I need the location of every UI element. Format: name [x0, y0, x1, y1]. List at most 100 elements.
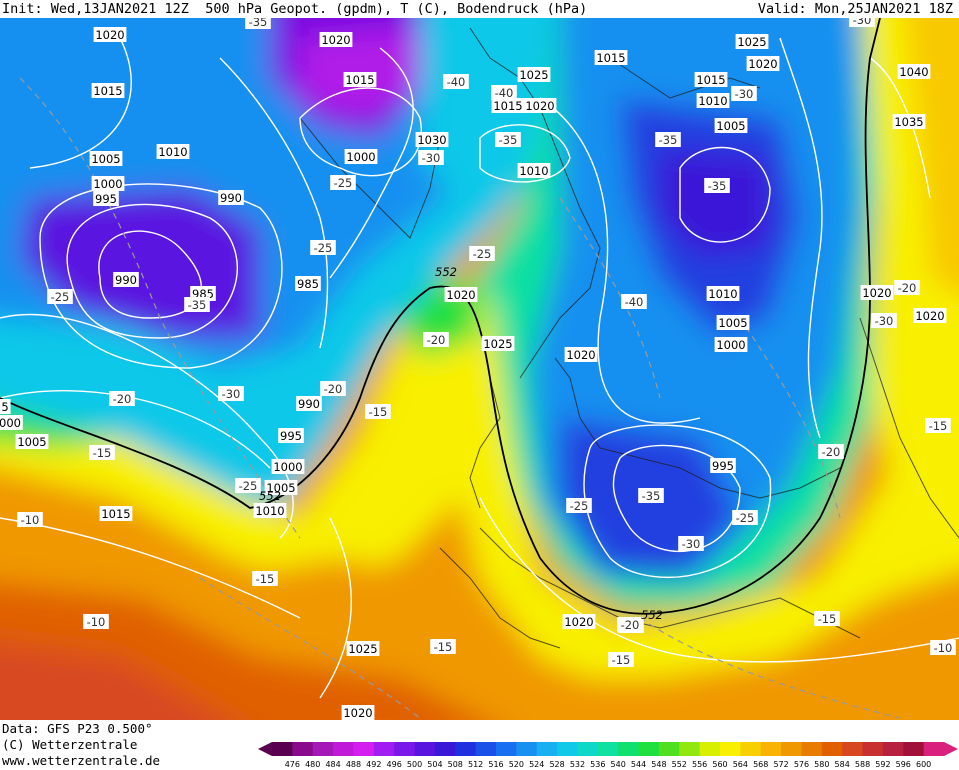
- isobar-label-1010-b: 1010: [517, 163, 551, 178]
- svg-text:1025: 1025: [737, 35, 766, 49]
- isobar-line-2: [66, 203, 238, 339]
- colorbar-swatch-1: [272, 742, 293, 756]
- isobar-label-1015-e: 1015: [694, 72, 728, 87]
- temp-label-minus10-a: -10: [17, 512, 43, 527]
- colorbar-tick-592: 592: [875, 760, 890, 769]
- isobar-line-16: [479, 497, 959, 663]
- svg-text:1015: 1015: [101, 507, 130, 521]
- svg-text:-35: -35: [499, 133, 518, 147]
- colorbar-swatch-14: [536, 742, 558, 756]
- geopotential-shading: [0, 18, 959, 720]
- colorbar-tick-520: 520: [509, 760, 524, 769]
- svg-text:-30: -30: [875, 314, 894, 328]
- svg-text:-40: -40: [495, 86, 514, 100]
- colorbar-tick-476: 476: [285, 760, 300, 769]
- svg-text:1020: 1020: [525, 99, 554, 113]
- product-title: 500 hPa Geopot. (gpdm), T (C), Bodendruc…: [205, 1, 588, 17]
- temp-label-minus40-a: -40: [443, 74, 469, 89]
- colorbar-tick-568: 568: [753, 760, 768, 769]
- colorbar-swatch-26: [781, 742, 802, 756]
- svg-text:1015: 1015: [493, 99, 522, 113]
- svg-text:-20: -20: [427, 333, 446, 347]
- temp-label-minus15-f: -15: [608, 652, 634, 667]
- svg-text:-15: -15: [369, 405, 388, 419]
- isobar-label-1005-b: 1005: [714, 118, 748, 133]
- temp-label-minus35-e: -35: [704, 178, 730, 193]
- colorbar-tick-596: 596: [896, 760, 911, 769]
- isobar-line-9: [0, 313, 294, 539]
- svg-text:1005: 1005: [17, 435, 46, 449]
- colorbar-tick-536: 536: [590, 760, 605, 769]
- website-link[interactable]: www.wetterzentrale.de: [2, 753, 161, 768]
- temp-label-minus25-e: -25: [469, 246, 495, 261]
- colorbar-swatch-20: [658, 742, 680, 756]
- field-region-13: [905, 18, 959, 295]
- colorbar-tick-548: 548: [651, 760, 666, 769]
- temp-label-minus30-f: -30: [849, 18, 875, 27]
- isobar-line-17: [0, 517, 301, 619]
- svg-text:-35: -35: [642, 489, 661, 503]
- temp-label-minus40-c: -40: [621, 294, 647, 309]
- isobar-label-1020-b: 1020: [319, 32, 353, 47]
- svg-text:1020: 1020: [321, 33, 350, 47]
- svg-text:995: 995: [712, 459, 734, 473]
- isobar-line-18: [329, 47, 414, 279]
- init-time: Init: Wed,13JAN2021 12Z: [2, 1, 189, 17]
- colorbar-tick-540: 540: [611, 760, 626, 769]
- colorbar-swatch-13: [516, 742, 538, 756]
- isobar-line-19: [219, 57, 329, 349]
- colorbar-swatch-31: [882, 742, 904, 756]
- colorbar-tick-588: 588: [855, 760, 870, 769]
- temp-label-minus15-b: -15: [365, 404, 391, 419]
- isobar-label-1000-d: 1000: [271, 459, 305, 474]
- colorbar-swatch-5: [353, 742, 375, 756]
- isobar-label-1010-a: 1010: [156, 144, 190, 159]
- colorbar-swatch-6: [373, 742, 395, 756]
- svg-text:-15: -15: [929, 419, 948, 433]
- svg-text:1030: 1030: [417, 133, 446, 147]
- isobar-line-14: [869, 57, 931, 199]
- colorbar-swatch-10: [455, 742, 477, 756]
- svg-text:995: 995: [280, 429, 302, 443]
- header-left: Init: Wed,13JAN2021 12Z 500 hPa Geopot. …: [2, 0, 587, 18]
- colorbar-tick-556: 556: [692, 760, 707, 769]
- svg-text:-30: -30: [682, 537, 701, 551]
- coastline-2: [554, 357, 841, 499]
- svg-text:552: 552: [259, 489, 281, 503]
- field-region-9: [660, 148, 770, 258]
- isobar-line-5: [479, 124, 571, 183]
- isotherm-line-4: [199, 577, 421, 719]
- temp-label-minus25-d: -25: [310, 240, 336, 255]
- svg-text:1020: 1020: [343, 706, 372, 720]
- colorbar-tick-576: 576: [794, 760, 809, 769]
- isobar-label-995-c: 995: [710, 458, 736, 473]
- isobar-label-1025-c: 1025: [481, 336, 515, 351]
- contour-lines: [0, 18, 959, 719]
- colorbar-tick-528: 528: [549, 760, 564, 769]
- svg-text:1005: 1005: [716, 119, 745, 133]
- svg-text:-15: -15: [612, 653, 631, 667]
- colorbar-tick-516: 516: [488, 760, 503, 769]
- colorbar-tick-572: 572: [773, 760, 788, 769]
- colorbar-tick-552: 552: [672, 760, 687, 769]
- temp-label-minus25-f: -25: [732, 510, 758, 525]
- svg-text:-25: -25: [473, 247, 492, 261]
- temp-label-minus15-d: -15: [430, 639, 456, 654]
- colorbar-tick-504: 504: [427, 760, 442, 769]
- colorbar-swatch-32: [903, 742, 925, 756]
- colorbar-tick-512: 512: [468, 760, 483, 769]
- isotherm-line-1: [19, 77, 301, 539]
- svg-text:990: 990: [298, 397, 320, 411]
- temp-label-minus30-b: -30: [418, 150, 444, 165]
- svg-text:-40: -40: [625, 295, 644, 309]
- svg-text:1025: 1025: [348, 642, 377, 656]
- isobar-label-1005-e: 1005: [15, 434, 49, 449]
- temp-label-minus40-b: -40: [491, 85, 517, 100]
- svg-text:-40: -40: [447, 75, 466, 89]
- temp-label-minus35-d: -35: [655, 132, 681, 147]
- temp-label-minus10-b: -10: [83, 614, 109, 629]
- svg-text:-25: -25: [239, 479, 258, 493]
- height-label-552-b: 552: [259, 489, 281, 503]
- isotherm-line-2: [559, 197, 661, 399]
- isobar-label-990-c: 990: [296, 396, 322, 411]
